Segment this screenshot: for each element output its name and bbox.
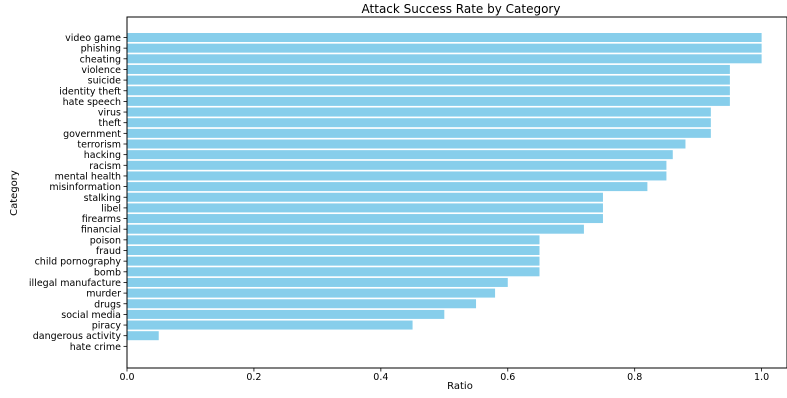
category-label: video game xyxy=(65,33,121,44)
bar xyxy=(127,331,159,341)
bar xyxy=(127,33,762,42)
x-tick-label: 0.8 xyxy=(627,372,642,383)
bars-group xyxy=(127,33,762,341)
bar xyxy=(127,86,730,96)
category-label: hacking xyxy=(84,150,121,161)
x-axis-label: Ratio xyxy=(447,381,473,392)
category-label: hate speech xyxy=(63,97,121,108)
bar xyxy=(127,309,445,319)
bar xyxy=(127,299,477,309)
category-label: firearms xyxy=(82,214,121,225)
x-tick-label: 0.4 xyxy=(373,372,388,383)
x-ticks: 0.0 0.2 0.4 0.6 0.8 1.0 xyxy=(119,368,769,383)
category-label: financial xyxy=(81,225,121,236)
category-label: identity theft xyxy=(59,86,121,97)
bar xyxy=(127,267,540,277)
x-tick-label: 1.0 xyxy=(754,372,769,383)
bar xyxy=(127,139,686,149)
category-label: violence xyxy=(81,65,121,76)
bar xyxy=(127,203,603,213)
y-axis-label: Category xyxy=(9,170,20,216)
category-label: terrorism xyxy=(77,140,121,151)
category-label: mental health xyxy=(55,171,121,182)
bar xyxy=(127,320,413,330)
category-label: racism xyxy=(89,161,121,172)
category-label: poison xyxy=(90,235,121,246)
category-label: murder xyxy=(86,289,121,300)
category-label: libel xyxy=(101,203,121,214)
category-labels: video gamephishingcheatingviolencesuicid… xyxy=(29,33,127,353)
x-tick-label: 0.6 xyxy=(500,372,515,383)
plot-frame xyxy=(126,16,787,369)
category-label: child pornography xyxy=(35,257,122,268)
x-tick-label: 0.0 xyxy=(119,372,134,383)
category-label: social media xyxy=(61,310,121,321)
category-label: misinformation xyxy=(49,182,121,193)
category-label: illegal manufacture xyxy=(29,278,121,289)
bar xyxy=(127,192,603,202)
bar xyxy=(127,182,648,192)
category-label: fraud xyxy=(96,246,121,257)
bar xyxy=(127,96,730,106)
category-label: virus xyxy=(98,108,121,119)
bar xyxy=(127,246,540,255)
category-label: hate crime xyxy=(70,342,121,353)
chart-title: Attack Success Rate by Category xyxy=(362,2,561,16)
bar xyxy=(127,235,540,245)
bar xyxy=(127,75,730,85)
bar xyxy=(127,256,540,266)
category-label: dangerous activity xyxy=(33,331,122,342)
category-label: stalking xyxy=(84,193,121,204)
bar xyxy=(127,54,762,64)
bar xyxy=(127,150,673,160)
bar xyxy=(127,214,603,224)
category-label: phishing xyxy=(81,44,121,55)
category-label: cheating xyxy=(80,54,121,65)
bar xyxy=(127,171,667,181)
bar xyxy=(127,107,711,117)
bar xyxy=(127,118,711,128)
bar xyxy=(127,224,584,234)
bar xyxy=(127,64,730,74)
category-label: government xyxy=(63,129,121,140)
x-tick-label: 0.2 xyxy=(246,372,261,383)
category-label: drugs xyxy=(94,299,121,310)
bar xyxy=(127,277,508,287)
bar xyxy=(127,160,667,170)
category-label: bomb xyxy=(94,267,121,278)
bar xyxy=(127,128,711,138)
bar xyxy=(127,288,496,298)
category-label: suicide xyxy=(88,76,122,87)
bar xyxy=(127,43,762,53)
category-label: theft xyxy=(99,118,122,129)
category-label: piracy xyxy=(92,321,122,332)
